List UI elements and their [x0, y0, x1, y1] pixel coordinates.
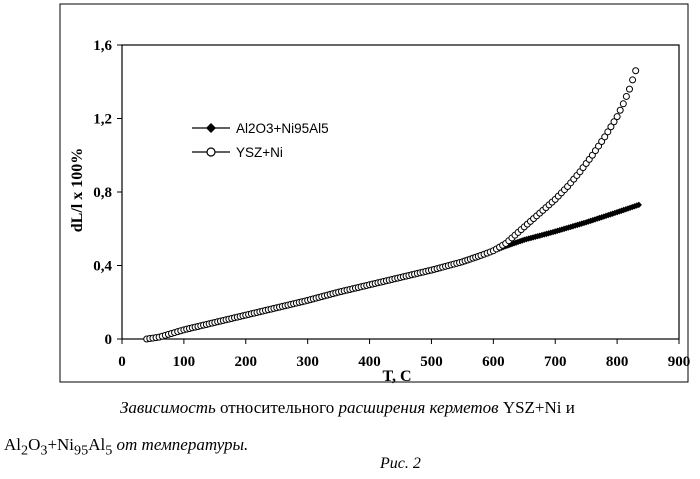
caption-segment-1: относительного [216, 398, 339, 417]
caption-formula-al2: Al [88, 435, 105, 454]
data-point-ysz-ni [623, 93, 629, 99]
y-tick-label: 0,4 [93, 259, 112, 275]
chart-container: 0 100 200 300 400 500 600 700 800 900 0 0,4 0,8 1,2 1,… [52, 0, 692, 385]
caption-formula-o: O [28, 435, 40, 454]
caption-segment-2: расширения [338, 398, 425, 417]
x-axis-title: T, C [382, 368, 411, 385]
data-point-ysz-ni [630, 77, 636, 83]
y-axis-title: dL/l x 100% [69, 148, 86, 232]
legend-circle-marker [207, 148, 215, 156]
caption-sub-95: 95 [74, 442, 88, 458]
figure-label: Рис. 2 [380, 455, 421, 473]
y-tick-label: 1,2 [93, 112, 112, 128]
x-tick-label: 600 [482, 354, 505, 370]
chart-svg: 0 100 200 300 400 500 600 700 800 900 0 0,4 0,8 1,2 1,… [52, 0, 692, 385]
data-point-ysz-ni [617, 107, 623, 113]
legend-diamond-marker [206, 123, 216, 133]
x-tick-label: 300 [296, 354, 319, 370]
plot-area-border [122, 45, 679, 339]
x-tick-label: 500 [420, 354, 443, 370]
x-tick-label: 400 [358, 354, 381, 370]
marks-layer [144, 68, 642, 342]
caption-segment-0: Зависимость [120, 398, 216, 417]
data-point-ysz-ni [620, 101, 626, 107]
x-tick-label: 700 [544, 354, 567, 370]
caption-formula-al: Al [4, 435, 21, 454]
x-tick-label: 100 [173, 354, 196, 370]
figure-caption-line-2: Al2O3+Ni95Al5 от температуры. [4, 434, 248, 461]
axes-layer: 0 100 200 300 400 500 600 700 800 900 0 0,4 0,8 1,2 1,… [93, 38, 690, 370]
y-tick-label: 0 [105, 332, 113, 348]
figure-caption-line-1: Зависимость относительного расширения ке… [120, 397, 575, 419]
data-point-ysz-ni [614, 114, 620, 120]
legend-label-series-2: YSZ+Ni [236, 145, 283, 160]
data-point-ysz-ni [626, 86, 632, 92]
y-tick-label: 1,6 [93, 38, 112, 54]
x-tick-label: 900 [668, 354, 691, 370]
y-tick-label: 0,8 [93, 185, 112, 201]
x-tick-label: 0 [118, 354, 126, 370]
caption-formula-ni: +Ni [47, 435, 74, 454]
caption-segment-5: YSZ+Ni и [499, 398, 575, 417]
x-tick-label: 200 [235, 354, 258, 370]
caption-segment-4: керметов [430, 398, 499, 417]
legend: Al2O3+Ni95Al5 YSZ+Ni [192, 121, 329, 160]
chart-outer-border [60, 4, 688, 382]
legend-label-series-1: Al2O3+Ni95Al5 [236, 121, 329, 136]
data-point-ysz-ni [633, 68, 639, 74]
x-tick-label: 800 [606, 354, 629, 370]
caption-suffix: от температуры. [112, 435, 248, 454]
